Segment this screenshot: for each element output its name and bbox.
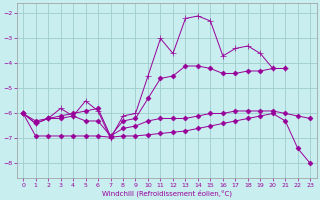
X-axis label: Windchill (Refroidissement éolien,°C): Windchill (Refroidissement éolien,°C)	[102, 189, 232, 197]
